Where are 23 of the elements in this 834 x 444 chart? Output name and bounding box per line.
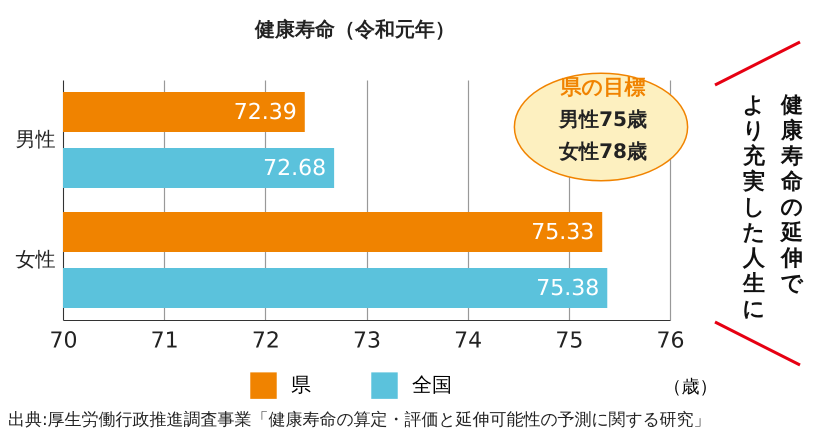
y-tick-label: 女性 [16,247,56,271]
text: 健康寿命の延伸で [779,93,804,296]
x-tick-label: 70 [50,328,78,354]
legend-label: 県 [291,372,311,397]
x-tick-label: 72 [252,328,280,354]
data-label: 75.38 [536,276,600,301]
x-tick-label: 74 [454,328,482,354]
x-tick-label: 76 [656,328,684,354]
data-label: 75.33 [531,220,594,245]
legend-label: 全国 [412,372,452,397]
y-tick-label: 男性 [16,127,56,151]
data-label: 72.39 [234,100,297,125]
x-tick-label: 71 [150,328,179,354]
annotation: 女性78歳 [558,139,647,163]
x-axis-title: （歳） [664,376,718,398]
annotation: 男性75歳 [558,107,647,131]
text: より充実した人生に [742,93,766,322]
x-tick-label: 75 [555,328,584,354]
annotation: 県の目標 [560,75,646,99]
source-note: 出典:厚生労働行政推進調査事業「健康寿命の算定・評価と延伸可能性の予測に関する研究」 [8,410,711,430]
chart-title: 健康寿命（令和元年） [254,17,455,41]
x-tick-label: 73 [353,328,381,354]
data-label: 72.68 [263,156,326,181]
